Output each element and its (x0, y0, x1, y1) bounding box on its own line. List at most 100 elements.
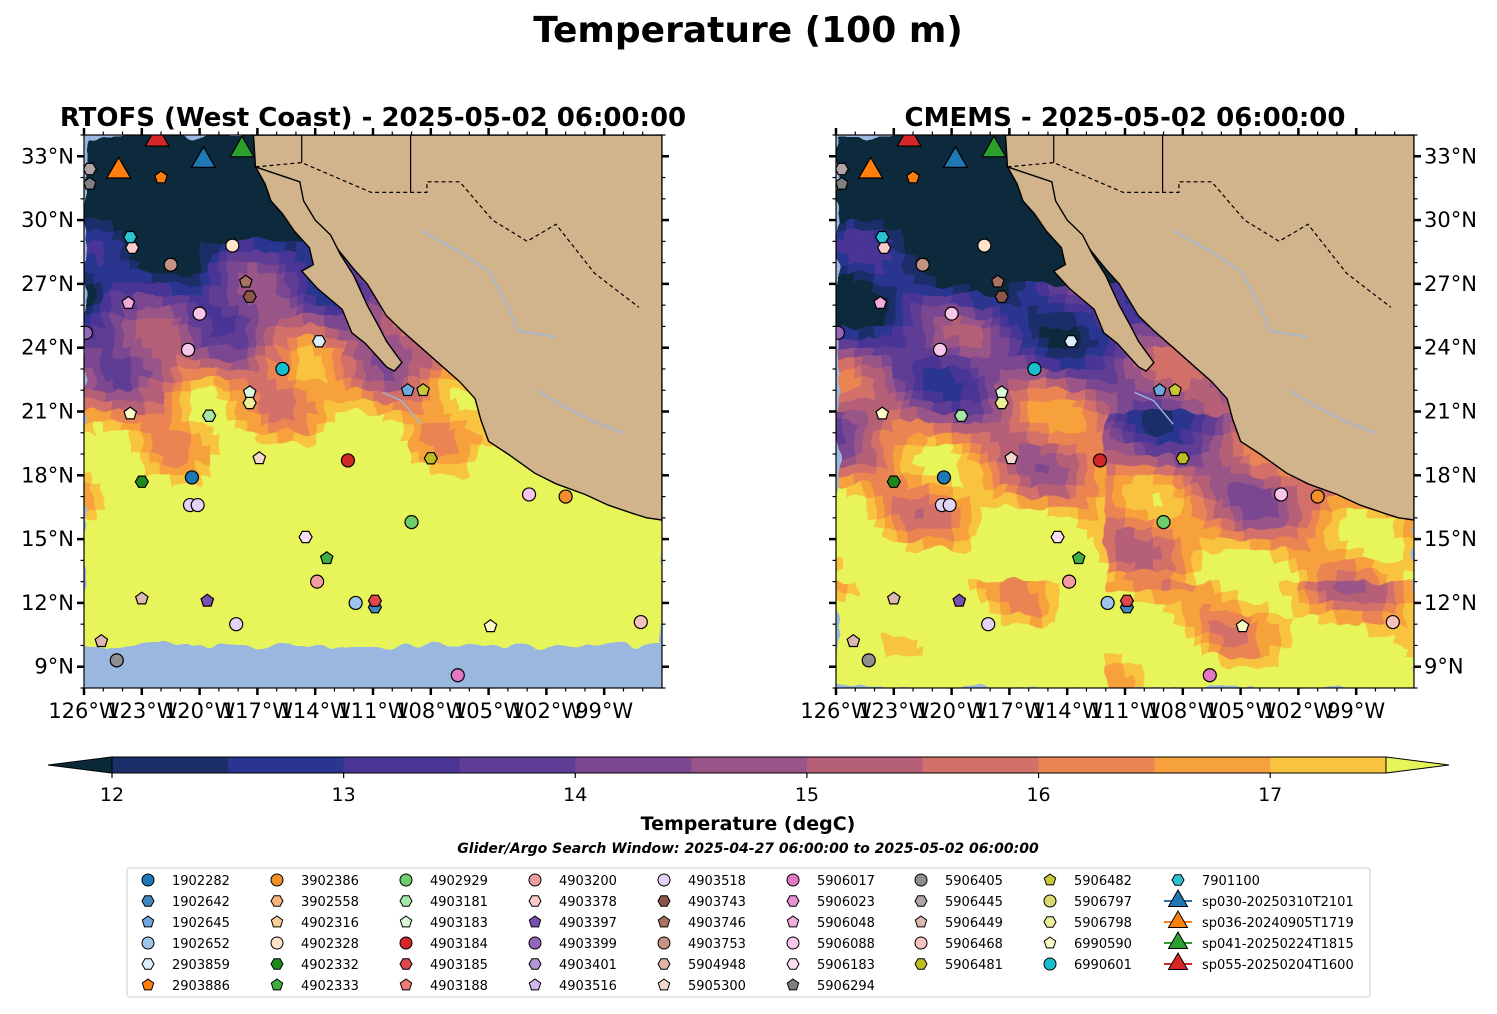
temperature-cell (932, 422, 943, 434)
temperature-cell (209, 315, 220, 327)
temperature-cell (893, 209, 904, 221)
temperature-cell (209, 166, 220, 179)
temperature-cell (970, 209, 982, 221)
temperature-cell (864, 400, 876, 413)
temperature-cell (334, 507, 345, 519)
temperature-cell (295, 454, 307, 466)
temperature-cell (498, 571, 509, 583)
temperature-cell (556, 602, 567, 615)
temperature-cell (382, 432, 393, 444)
temperature-cell (141, 507, 152, 519)
temperature-cell (132, 379, 143, 391)
temperature-cell (190, 549, 201, 561)
temperature-cell (218, 188, 230, 200)
temperature-cell (93, 411, 104, 423)
temperature-cell (315, 347, 326, 359)
temperature-cell (411, 432, 422, 444)
temperature-cell (363, 592, 374, 604)
temperature-cell (170, 156, 181, 168)
temperature-cell (344, 379, 355, 391)
temperature-cell (990, 305, 1001, 317)
temperature-cell (942, 220, 953, 232)
temperature-cell (1115, 432, 1126, 444)
temperature-cell (238, 369, 249, 381)
temperature-cell (1096, 443, 1107, 455)
temperature-cell (257, 390, 268, 402)
temperature-cell (594, 517, 605, 529)
temperature-cell (507, 571, 519, 583)
temperature-cell (132, 337, 143, 349)
temperature-cell (961, 145, 972, 157)
temperature-cell (932, 390, 943, 402)
temperature-cell (440, 496, 451, 508)
temperature-cell (855, 262, 866, 274)
temperature-cell (238, 241, 249, 253)
temperature-cell (267, 496, 278, 508)
temperature-cell (1173, 369, 1184, 381)
temperature-cell (884, 326, 895, 338)
temperature-cell (151, 443, 162, 455)
temperature-cell (305, 624, 316, 636)
temperature-cell (190, 592, 201, 604)
temperature-cell (122, 156, 133, 168)
temperature-cell (170, 135, 181, 147)
temperature-cell (623, 592, 634, 604)
temperature-cell (218, 177, 230, 189)
temperature-cell (305, 337, 316, 349)
temperature-cell (132, 485, 143, 498)
temperature-cell (874, 337, 885, 349)
temperature-cell (344, 634, 355, 646)
temperature-cell (652, 528, 662, 540)
temperature-cell (401, 443, 413, 455)
temperature-cell (536, 592, 547, 604)
temperature-cell (84, 613, 95, 625)
temperature-cell (180, 592, 191, 604)
temperature-cell (218, 528, 230, 540)
temperature-cell (199, 230, 210, 242)
temperature-cell (276, 337, 287, 349)
temperature-cell (247, 156, 258, 168)
temperature-cell (1019, 432, 1030, 444)
temperature-cell (93, 528, 104, 540)
temperature-cell (1019, 464, 1030, 476)
temperature-cell (613, 602, 624, 615)
temperature-cell (228, 315, 239, 327)
temperature-cell (93, 507, 104, 519)
temperature-cell (836, 135, 847, 147)
temperature-cell (1067, 305, 1078, 317)
temperature-cell (209, 135, 220, 147)
temperature-cell (836, 358, 847, 370)
temperature-cell (218, 475, 230, 487)
temperature-cell (122, 337, 133, 349)
temperature-cell (238, 166, 249, 179)
temperature-cell (84, 507, 95, 519)
temperature-cell (922, 369, 933, 381)
temperature-cell (845, 188, 856, 200)
temperature-cell (353, 560, 364, 572)
temperature-cell (951, 262, 962, 274)
temperature-cell (373, 517, 384, 529)
temperature-cell (373, 305, 384, 317)
temperature-cell (864, 454, 876, 466)
temperature-cell (1057, 358, 1068, 370)
temperature-cell (556, 517, 567, 529)
temperature-cell (180, 156, 191, 168)
temperature-cell (324, 485, 335, 498)
map-panel-rtofs: RTOFS (West Coast) - 2025-05-02 06:00:00… (21, 103, 686, 723)
temperature-cell (584, 528, 596, 540)
temperature-cell (999, 454, 1010, 466)
temperature-cell (170, 613, 181, 625)
temperature-cell (999, 305, 1010, 317)
temperature-cell (884, 198, 895, 210)
temperature-cell (864, 411, 876, 423)
temperature-cell (1067, 358, 1078, 370)
temperature-cell (932, 443, 943, 455)
temperature-cell (1057, 411, 1068, 423)
temperature-cell (1019, 315, 1030, 327)
temperature-cell (893, 411, 904, 423)
temperature-cell (228, 209, 239, 221)
temperature-cell (295, 517, 307, 529)
temperature-cell (218, 220, 230, 232)
temperature-cell (161, 230, 172, 242)
